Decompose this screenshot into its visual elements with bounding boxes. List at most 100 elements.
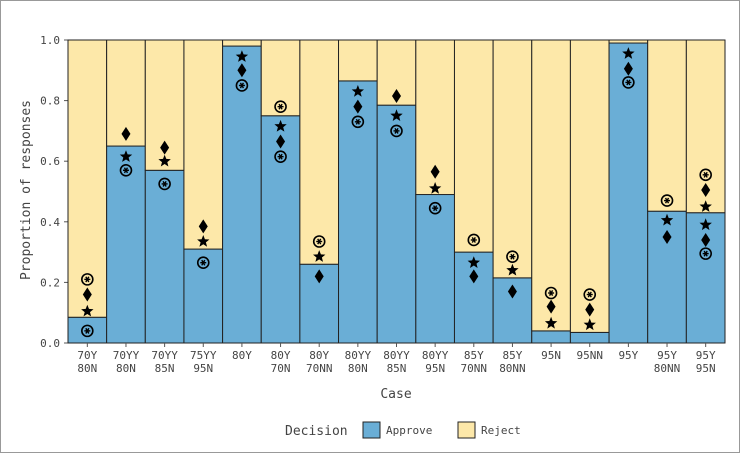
circle-marker bbox=[428, 201, 442, 215]
circle-marker bbox=[119, 163, 133, 177]
y-tick-label: 0.4 bbox=[40, 216, 60, 229]
legend-label: Reject bbox=[481, 424, 521, 437]
x-tick-label: 80YY bbox=[383, 349, 410, 362]
x-tick-label: 80Y bbox=[232, 349, 252, 362]
circle-asterisk bbox=[510, 253, 515, 260]
bar-segment bbox=[685, 212, 726, 344]
bar-segment bbox=[260, 39, 301, 117]
circle-asterisk bbox=[162, 180, 167, 187]
diamond-marker bbox=[430, 164, 440, 179]
x-tick-label: 80NN bbox=[654, 362, 681, 375]
bar-segment bbox=[453, 251, 494, 344]
x-tick-label: 70NN bbox=[461, 362, 488, 375]
y-tick-label: 1.0 bbox=[40, 34, 60, 47]
circle-marker bbox=[660, 194, 674, 207]
bar-segment bbox=[647, 39, 687, 212]
x-tick-label: 80N bbox=[116, 362, 136, 375]
circle-outline bbox=[274, 150, 287, 163]
circle-outline bbox=[622, 76, 635, 89]
x-tick-label: 95N bbox=[541, 349, 561, 362]
y-axis-title: Proportion of responses bbox=[19, 100, 34, 280]
circle-outline bbox=[351, 115, 365, 129]
circle-marker bbox=[622, 76, 635, 89]
circle-outline bbox=[467, 233, 481, 247]
legend-swatch bbox=[457, 421, 476, 439]
star-marker bbox=[197, 235, 210, 247]
diamond-marker bbox=[237, 63, 247, 78]
x-tick-label: 70N bbox=[271, 362, 291, 375]
star-marker bbox=[467, 256, 480, 268]
circle-outline bbox=[428, 201, 442, 215]
circle-marker bbox=[312, 235, 326, 248]
circle-outline bbox=[81, 324, 94, 338]
circle-asterisk bbox=[239, 82, 245, 89]
circle-asterisk bbox=[201, 259, 206, 266]
bar-segment bbox=[492, 39, 533, 279]
x-tick-label: 85N bbox=[155, 362, 175, 375]
circle-asterisk bbox=[394, 127, 399, 134]
legend-label: Approve bbox=[386, 424, 432, 437]
bar-segment bbox=[338, 39, 378, 82]
circle-asterisk bbox=[703, 250, 708, 257]
x-tick-label: 75YY bbox=[190, 349, 217, 362]
circle-asterisk bbox=[85, 327, 90, 334]
diamond-marker bbox=[507, 284, 517, 299]
diamond-marker bbox=[121, 126, 131, 141]
circle-marker bbox=[351, 115, 365, 129]
circle-marker bbox=[390, 124, 403, 138]
diamond-marker bbox=[160, 140, 170, 155]
circle-asterisk bbox=[664, 197, 670, 204]
star-marker bbox=[390, 109, 403, 121]
x-tick-label: 95N bbox=[193, 362, 213, 375]
circle-asterisk bbox=[278, 153, 283, 160]
y-tick-label: 0.6 bbox=[40, 155, 60, 168]
star-marker bbox=[699, 218, 712, 231]
circle-marker bbox=[699, 168, 712, 182]
circle-marker bbox=[699, 247, 712, 260]
circle-outline bbox=[699, 168, 712, 182]
circle-asterisk bbox=[626, 79, 631, 86]
x-tick-label: 95Y bbox=[618, 349, 638, 362]
diamond-marker bbox=[546, 299, 556, 314]
diamond-marker bbox=[701, 182, 711, 197]
circle-outline bbox=[312, 235, 326, 248]
x-tick-label: 95N bbox=[425, 362, 445, 375]
star-marker bbox=[544, 316, 558, 329]
x-tick-label: 80YY bbox=[422, 349, 449, 362]
bar-segment bbox=[67, 39, 108, 318]
y-tick-label: 0.2 bbox=[40, 276, 60, 289]
diamond-marker bbox=[585, 302, 595, 317]
bar-segment bbox=[415, 194, 455, 344]
diamond-marker bbox=[469, 269, 479, 284]
diamond-marker bbox=[392, 89, 401, 104]
bar-segment bbox=[608, 39, 649, 44]
circle-marker bbox=[196, 256, 210, 270]
diamond-marker bbox=[276, 134, 286, 149]
star-marker bbox=[274, 119, 287, 132]
circle-outline bbox=[274, 100, 287, 113]
y-tick-label: 0.8 bbox=[40, 95, 60, 108]
x-tick-label: 80N bbox=[348, 362, 368, 375]
x-tick-label: 80Y bbox=[309, 349, 329, 362]
bar-segment bbox=[531, 330, 571, 344]
legend-swatch bbox=[362, 421, 381, 439]
circle-outline bbox=[699, 247, 712, 260]
circle-marker bbox=[506, 250, 519, 263]
x-tick-label: 95Y bbox=[696, 349, 716, 362]
star-marker bbox=[158, 154, 171, 167]
diamond-marker bbox=[623, 61, 633, 76]
circle-outline bbox=[196, 256, 210, 270]
x-tick-label: 80YY bbox=[345, 349, 372, 362]
x-tick-label: 70YY bbox=[151, 349, 178, 362]
circle-asterisk bbox=[471, 237, 476, 243]
bar-segment bbox=[222, 39, 262, 47]
x-tick-label: 85Y bbox=[503, 349, 523, 362]
bar-segment bbox=[144, 169, 185, 344]
circle-asterisk bbox=[317, 238, 322, 245]
star-marker bbox=[235, 50, 249, 62]
circle-asterisk bbox=[355, 118, 360, 125]
circle-marker bbox=[81, 324, 94, 338]
x-tick-label: 85N bbox=[387, 362, 407, 375]
circle-asterisk bbox=[433, 205, 438, 212]
